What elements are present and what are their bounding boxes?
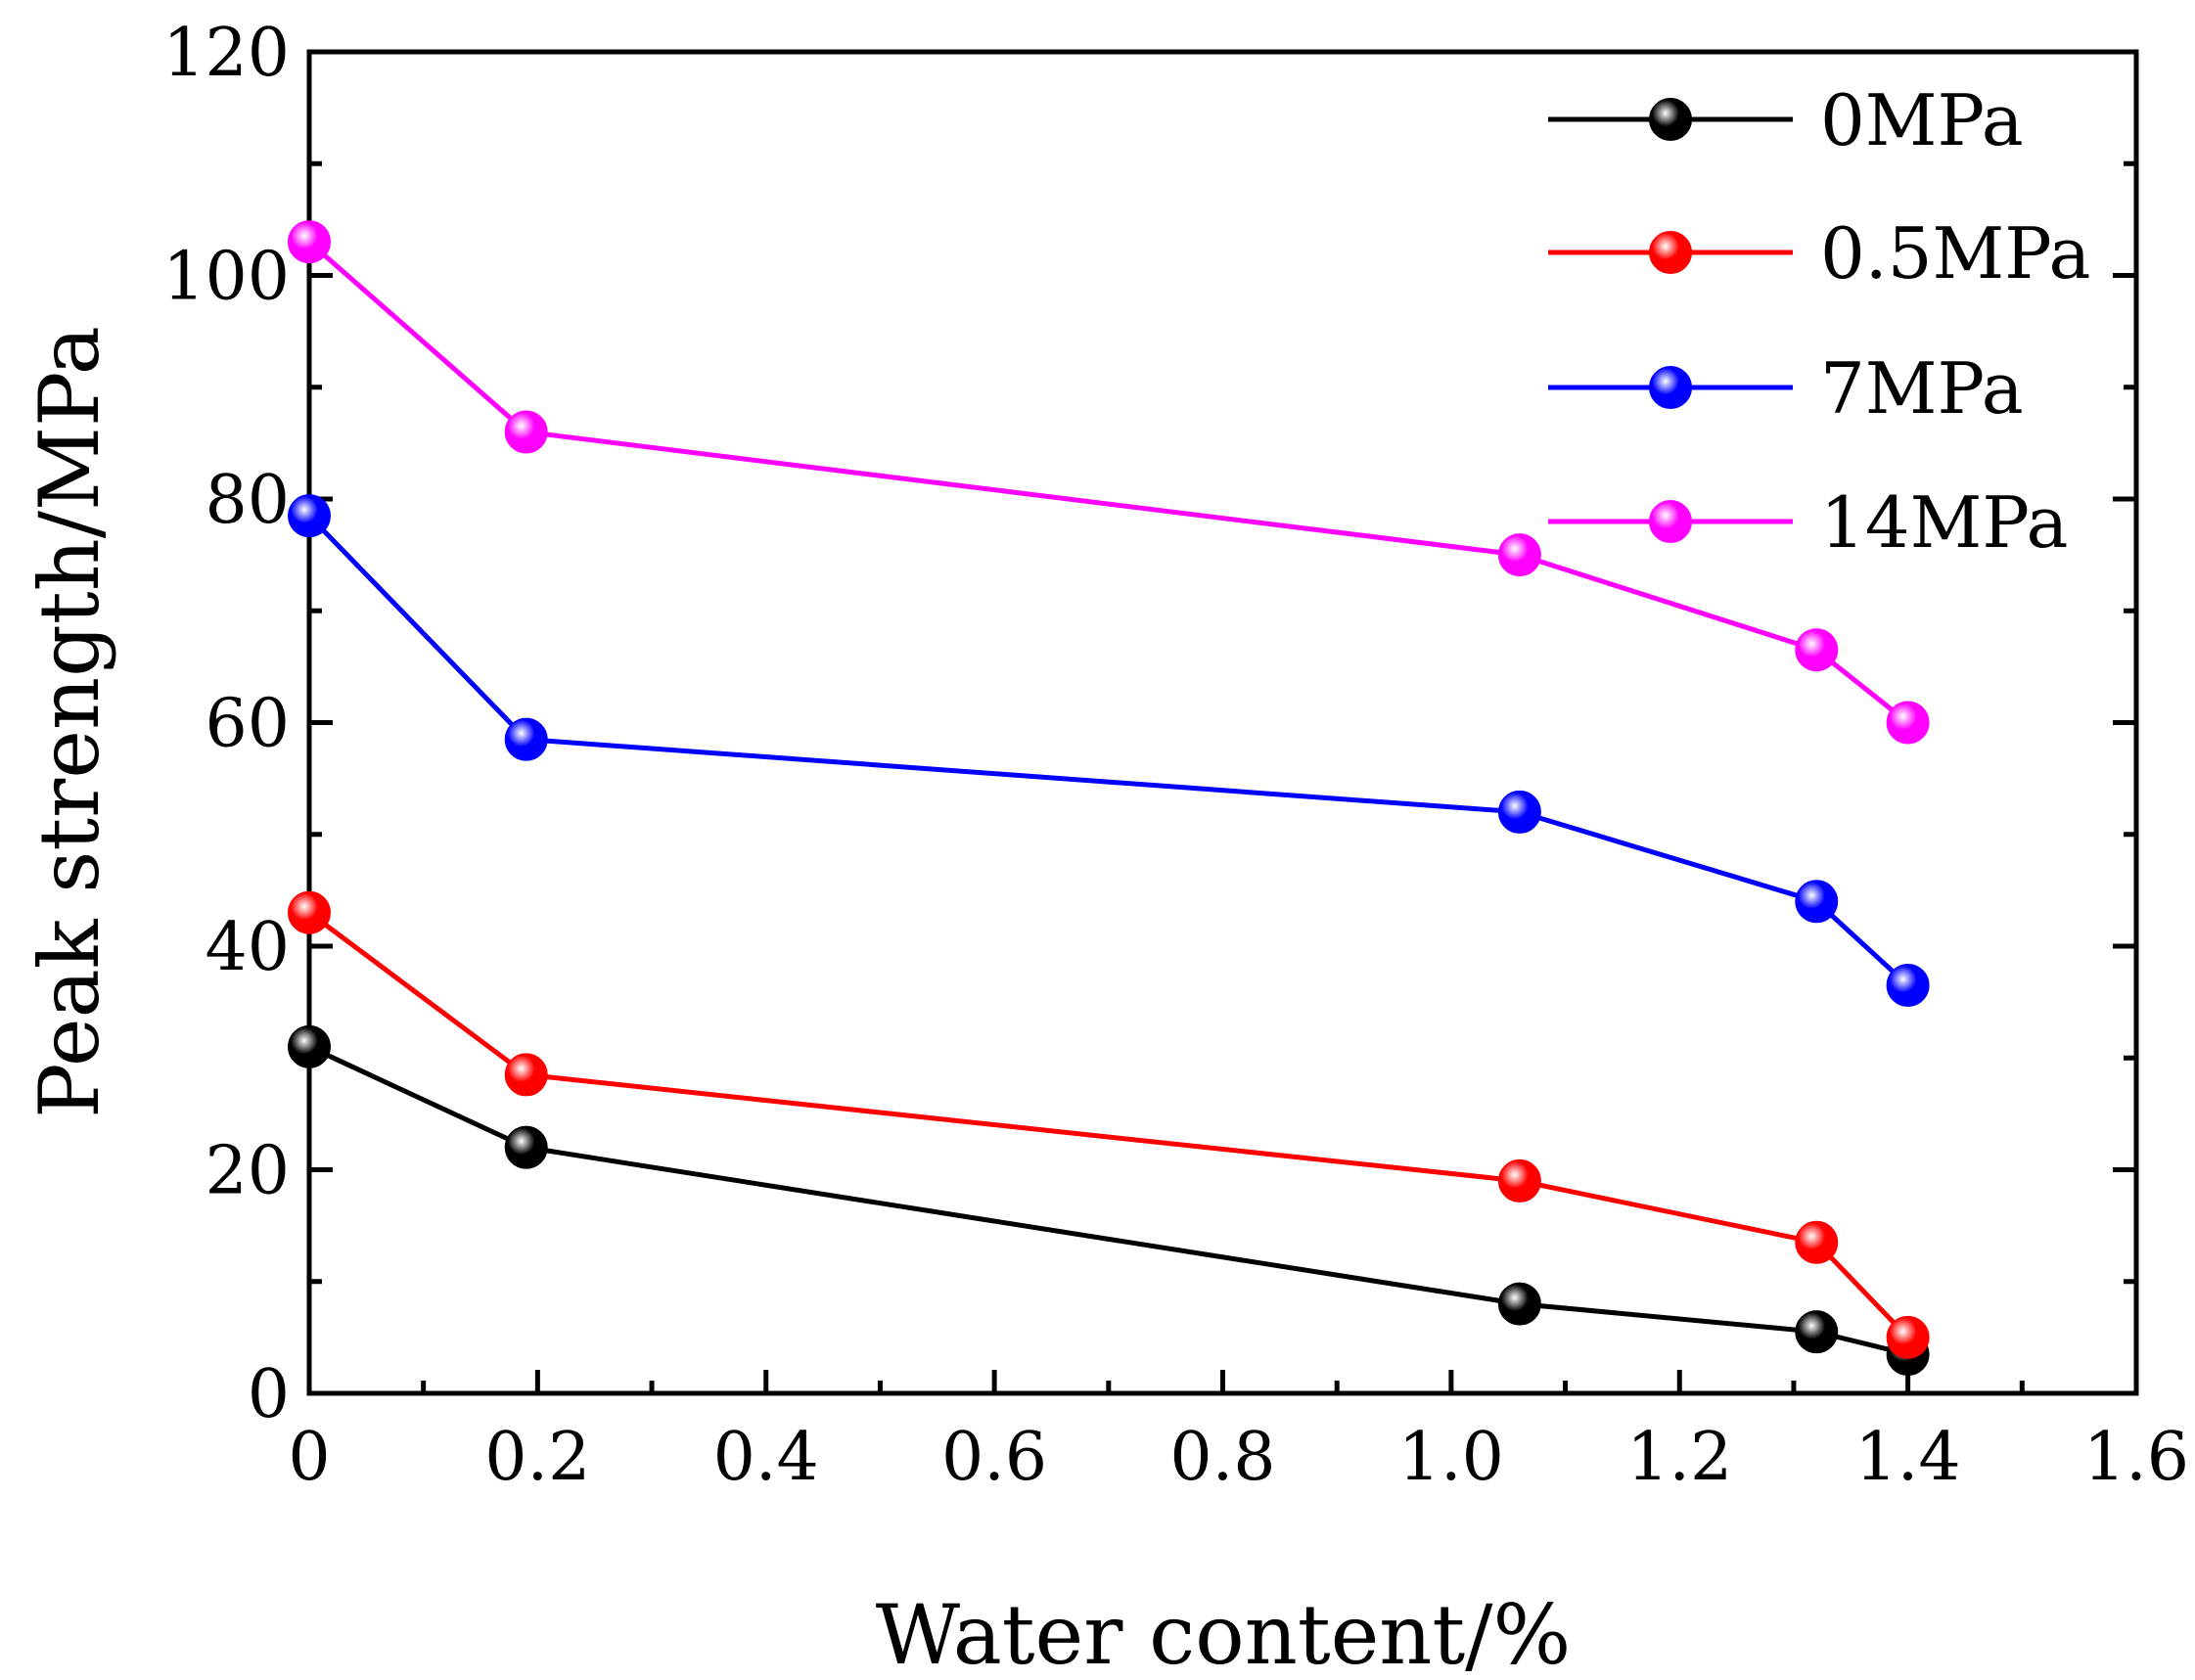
- legend-label: 7MPa: [1820, 347, 2024, 430]
- data-point: [1795, 880, 1839, 924]
- data-point: [1497, 1282, 1541, 1326]
- marker-shine: [505, 718, 547, 760]
- legend-marker: [1649, 98, 1692, 141]
- marker-shine: [1650, 232, 1691, 273]
- y-axis-title: Peak strength/MPa: [22, 326, 117, 1118]
- y-tick-label: 80: [205, 462, 290, 539]
- marker-shine: [1887, 702, 1929, 744]
- marker-shine: [289, 1025, 330, 1067]
- x-tick-label: 1.6: [2083, 1419, 2189, 1496]
- marker-shine: [505, 1054, 547, 1096]
- x-tick-label: 0: [288, 1419, 330, 1496]
- data-point: [288, 890, 331, 934]
- series-14MPa: [288, 220, 1930, 745]
- marker-shine: [289, 495, 330, 537]
- marker-shine: [1650, 501, 1691, 542]
- y-axis: 0 20 40 60 80 100 120: [162, 15, 2136, 1433]
- marker-shine: [1796, 629, 1838, 671]
- data-point: [1886, 701, 1930, 745]
- legend-entry: 7MPa: [1548, 347, 2024, 430]
- x-tick-label: 0.6: [941, 1419, 1047, 1496]
- x-tick-label: 1.0: [1398, 1419, 1504, 1496]
- data-point: [1886, 1315, 1930, 1359]
- y-tick-label: 100: [162, 239, 290, 316]
- marker-shine: [1796, 881, 1838, 923]
- series-line: [307, 514, 1910, 987]
- legend-label: 14MPa: [1820, 481, 2068, 564]
- y-tick-label: 0: [248, 1356, 290, 1433]
- data-point: [504, 1053, 548, 1097]
- legend-marker: [1649, 231, 1692, 274]
- legend-marker: [1649, 366, 1692, 409]
- legend-entry: 0MPa: [1548, 79, 2024, 161]
- series-line: [307, 910, 1910, 1339]
- marker-shine: [1650, 99, 1691, 140]
- data-point: [504, 717, 548, 761]
- marker-shine: [1887, 964, 1929, 1006]
- data-point: [1497, 790, 1541, 834]
- data-point: [288, 1024, 331, 1068]
- x-axis-title: Water content/%: [876, 1587, 1572, 1680]
- series-layer: [288, 220, 1930, 1377]
- y-tick-label: 40: [205, 909, 290, 986]
- data-point: [1795, 628, 1839, 672]
- data-point: [1795, 1310, 1839, 1354]
- legend-entry: 0.5MPa: [1548, 212, 2090, 295]
- marker-shine: [1498, 791, 1540, 833]
- x-tick-label: 0.4: [713, 1419, 819, 1496]
- data-point: [288, 220, 331, 264]
- marker-shine: [289, 891, 330, 933]
- data-point: [288, 494, 331, 538]
- y-tick-label: 60: [205, 686, 290, 763]
- marker-shine: [1796, 1221, 1838, 1263]
- x-axis: 0 0.2 0.4 0.6 0.8 1.0 1.2 1.4 1.6: [288, 1370, 2189, 1496]
- y-tick-label: 20: [205, 1133, 290, 1210]
- data-point: [504, 410, 548, 454]
- legend-marker: [1649, 500, 1692, 543]
- legend: 0MPa 0.5MPa 7MPa 14MPa: [1548, 79, 2090, 564]
- x-tick-label: 1.2: [1626, 1419, 1732, 1496]
- marker-shine: [1498, 534, 1540, 576]
- marker-shine: [505, 411, 547, 453]
- data-point: [504, 1125, 548, 1169]
- series-0.5MPa: [288, 890, 1930, 1359]
- series-7MPa: [288, 494, 1930, 1007]
- marker-shine: [289, 221, 330, 263]
- data-point: [1886, 963, 1930, 1007]
- marker-shine: [1498, 1159, 1540, 1202]
- marker-shine: [1796, 1311, 1838, 1353]
- x-tick-label: 0.2: [484, 1419, 590, 1496]
- legend-label: 0.5MPa: [1820, 212, 2090, 295]
- x-tick-label: 1.4: [1855, 1419, 1961, 1496]
- marker-shine: [1650, 367, 1691, 408]
- legend-entry: 14MPa: [1548, 481, 2068, 564]
- marker-shine: [1498, 1283, 1540, 1325]
- x-tick-label: 0.8: [1169, 1419, 1275, 1496]
- legend-label: 0MPa: [1820, 79, 2024, 161]
- series-line: [307, 1044, 1909, 1357]
- marker-shine: [505, 1126, 547, 1168]
- series-line: [307, 240, 1910, 725]
- data-point: [1795, 1220, 1839, 1264]
- data-point: [1497, 533, 1541, 577]
- y-tick-label: 120: [162, 15, 290, 92]
- data-point: [1497, 1158, 1541, 1203]
- marker-shine: [1887, 1316, 1929, 1358]
